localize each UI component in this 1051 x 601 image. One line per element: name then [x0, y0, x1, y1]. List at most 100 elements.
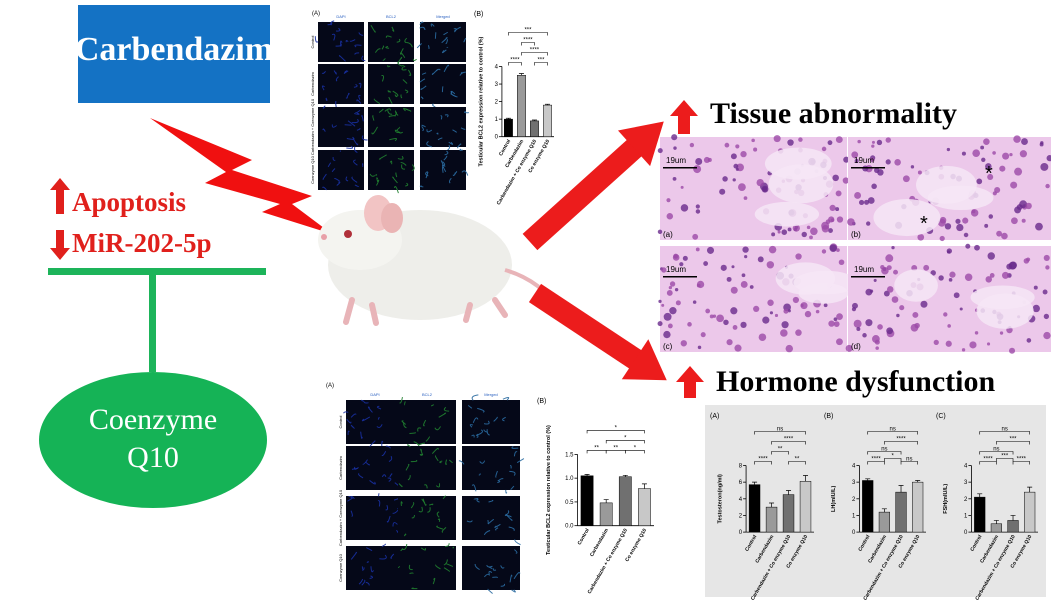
- histology: 19um (a) 19um (b) 19um (c) 19um (d) * *: [657, 134, 1051, 354]
- cell-nucleus: [873, 278, 877, 282]
- fluorescence: [424, 484, 428, 489]
- fluorescence: [347, 120, 356, 127]
- y-tick-label: 2: [739, 513, 743, 519]
- cell-nucleus: [829, 204, 836, 212]
- cell-nucleus: [1014, 206, 1022, 214]
- fluorescence: [401, 420, 407, 425]
- cell-nucleus: [836, 248, 840, 252]
- significance-bracket: [867, 431, 918, 435]
- cell-nucleus: [666, 290, 673, 296]
- cell-nucleus: [673, 253, 679, 259]
- error-bar: [544, 103, 550, 106]
- treatment-line2: Q10: [127, 441, 179, 474]
- fluorescence: [394, 110, 399, 116]
- fluorescence: [377, 500, 381, 507]
- cell-nucleus: [680, 204, 689, 212]
- up-arrow: [670, 100, 698, 134]
- fluorescence: [369, 480, 376, 485]
- cell-nucleus: [864, 199, 870, 205]
- cell-nucleus: [976, 178, 983, 185]
- fluorescence: [409, 432, 416, 434]
- significance-label: ****: [871, 457, 881, 463]
- panel-label: (A): [710, 413, 719, 420]
- bar: [878, 511, 890, 533]
- cell-nucleus: [972, 149, 981, 157]
- fluorescence: [444, 150, 449, 156]
- outcome-tissue: Tissue abnormality: [710, 97, 957, 130]
- scale-label: 19um: [854, 265, 874, 274]
- cell-nucleus: [946, 147, 951, 152]
- micrograph: [318, 64, 364, 104]
- fluorescence: [443, 155, 448, 161]
- bar: [799, 481, 812, 533]
- fluorescence: [385, 46, 390, 49]
- fluorescence: [395, 172, 398, 178]
- cell-nucleus: [891, 296, 899, 303]
- rat-eye: [344, 230, 352, 238]
- fluorescence: [314, 36, 319, 43]
- cell-nucleus: [753, 305, 760, 312]
- cell-nucleus: [836, 338, 843, 346]
- micrograph: [318, 150, 364, 190]
- fluorescence: [441, 86, 444, 93]
- significance-label: **: [778, 447, 783, 453]
- error-bar: [752, 481, 758, 485]
- fluorescence: [392, 90, 399, 97]
- cell-nucleus: [971, 209, 976, 214]
- micrograph: [420, 107, 466, 147]
- cell-nucleus: [738, 183, 746, 192]
- cell-nucleus: [724, 142, 730, 148]
- fluorescence: [437, 137, 443, 141]
- fluorescence: [404, 89, 409, 94]
- fluorescence: [419, 185, 424, 188]
- cell-nucleus: [947, 324, 951, 328]
- fluorescence: [435, 483, 441, 488]
- fluorescence: [426, 141, 432, 148]
- fluorescence: [335, 27, 341, 32]
- lumen: [970, 285, 1035, 310]
- fluorescence: [346, 145, 354, 149]
- lumen: [754, 201, 820, 227]
- fluorescence: [472, 417, 479, 423]
- fluorescence: [435, 564, 441, 570]
- micrograph: [318, 107, 364, 147]
- effect-down: MiR-202-5p: [72, 228, 211, 258]
- cell-nucleus: [753, 147, 758, 152]
- fluorescence: [442, 495, 446, 500]
- cell-nucleus: [983, 138, 990, 145]
- fluorescence: [388, 115, 395, 118]
- fluorescence: [432, 577, 436, 585]
- fluorescence: [354, 146, 358, 153]
- fluorescence: [438, 412, 447, 418]
- fluorescence: [420, 85, 427, 91]
- cell-nucleus: [1043, 254, 1050, 261]
- rat-ear: [381, 203, 403, 233]
- cell-nucleus: [667, 323, 673, 329]
- error-bar: [769, 502, 775, 508]
- fluorescence: [432, 103, 436, 108]
- fluorescence: [374, 48, 381, 53]
- micrograph: [368, 22, 414, 62]
- significance-bracket: [771, 451, 789, 455]
- cell-nucleus: [857, 139, 861, 144]
- cell-nucleus: [1013, 135, 1021, 143]
- y-tick-label: 1.0: [565, 476, 574, 482]
- error-bar: [1010, 515, 1016, 521]
- fluorescence: [350, 413, 357, 418]
- bar-chart: (B) Testicular BCL2 expression relative t…: [537, 398, 654, 595]
- y-tick-label: 3: [495, 82, 499, 88]
- fluorescence: [421, 124, 426, 128]
- cell-nucleus: [847, 218, 855, 226]
- fluorescence: [449, 459, 453, 464]
- bar: [1007, 520, 1019, 533]
- fluorescence: [377, 416, 380, 420]
- significance-bracket: [979, 461, 997, 465]
- cell-nucleus: [877, 324, 883, 330]
- cell-nucleus: [828, 320, 835, 327]
- significance-label: ns: [1002, 427, 1008, 433]
- y-axis-label: Testicular BCL2 expression relative to c…: [546, 425, 552, 555]
- fluorescence: [387, 90, 392, 93]
- bar: [990, 523, 1002, 533]
- cell-nucleus: [680, 340, 687, 347]
- cell-nucleus: [723, 319, 729, 326]
